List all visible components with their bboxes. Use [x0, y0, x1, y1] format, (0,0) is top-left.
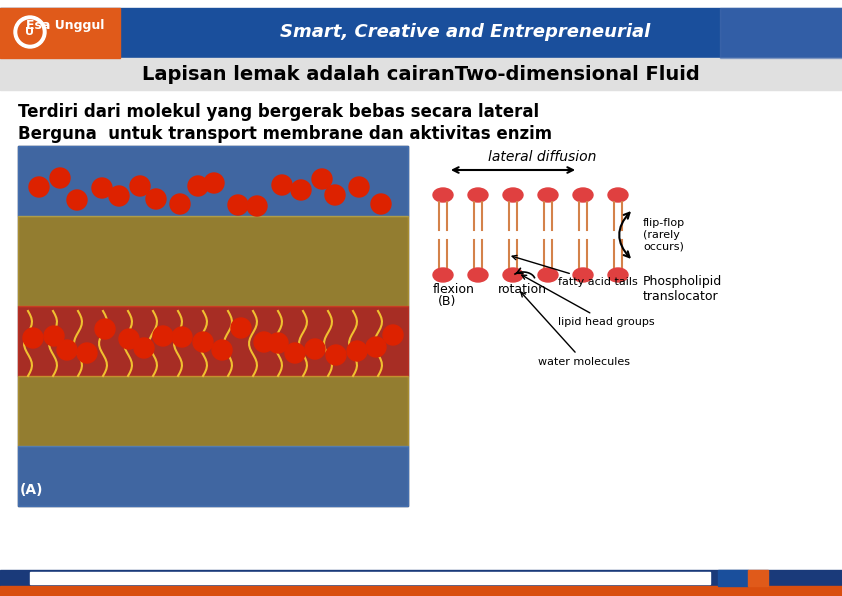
Text: flip-flop
(rarely
occurs): flip-flop (rarely occurs): [643, 218, 685, 252]
Circle shape: [231, 318, 251, 338]
Ellipse shape: [503, 268, 523, 282]
Bar: [18, 146, 408, 506]
Text: Esa Unggul: Esa Unggul: [26, 20, 104, 33]
Circle shape: [188, 176, 208, 196]
Circle shape: [29, 177, 49, 197]
Ellipse shape: [538, 188, 558, 202]
Bar: [720, 8, 842, 58]
Circle shape: [92, 178, 112, 198]
Text: rotation: rotation: [498, 283, 547, 296]
Text: Terdiri dari molekul yang bergerak bebas secara lateral: Terdiri dari molekul yang bergerak bebas…: [18, 103, 539, 121]
Bar: [0, 8, 120, 58]
Circle shape: [325, 185, 345, 205]
Bar: [30, 572, 710, 584]
Bar: [0, 570, 842, 586]
Circle shape: [291, 180, 311, 200]
Circle shape: [371, 194, 391, 214]
Circle shape: [268, 333, 288, 353]
Circle shape: [383, 325, 403, 345]
Text: (A): (A): [20, 483, 44, 497]
Bar: [18, 376, 408, 446]
Bar: [18, 306, 408, 376]
Circle shape: [57, 340, 77, 360]
Ellipse shape: [608, 188, 628, 202]
Text: Berguna  untuk transport membrane dan aktivitas enzim: Berguna untuk transport membrane dan akt…: [18, 125, 552, 143]
Text: U: U: [25, 27, 35, 37]
Circle shape: [272, 175, 292, 195]
Ellipse shape: [468, 268, 488, 282]
Ellipse shape: [503, 188, 523, 202]
Circle shape: [130, 176, 150, 196]
Text: Smart, Creative and Entrepreneurial: Smart, Creative and Entrepreneurial: [280, 23, 650, 41]
Circle shape: [204, 173, 224, 193]
Ellipse shape: [433, 188, 453, 202]
Circle shape: [134, 338, 154, 358]
Circle shape: [44, 326, 64, 346]
Text: water molecules: water molecules: [521, 292, 630, 367]
Circle shape: [285, 343, 305, 363]
Text: Lapisan lemak adalah cairanTwo-dimensional Fluid: Lapisan lemak adalah cairanTwo-dimension…: [142, 64, 700, 83]
Circle shape: [119, 329, 139, 349]
Circle shape: [170, 194, 190, 214]
Circle shape: [247, 196, 267, 216]
Ellipse shape: [433, 268, 453, 282]
Circle shape: [254, 332, 274, 352]
Bar: [18, 216, 408, 306]
Ellipse shape: [573, 268, 593, 282]
Text: fatty acid tails: fatty acid tails: [512, 256, 637, 287]
Circle shape: [18, 20, 42, 44]
Circle shape: [366, 337, 386, 357]
Bar: [0, 58, 842, 90]
Text: Phospholipid
translocator: Phospholipid translocator: [643, 275, 722, 303]
Ellipse shape: [468, 188, 488, 202]
Circle shape: [172, 327, 192, 347]
Circle shape: [146, 189, 166, 209]
Ellipse shape: [573, 188, 593, 202]
Circle shape: [95, 319, 115, 339]
Bar: [18, 146, 408, 216]
Text: flexion: flexion: [433, 283, 475, 296]
Circle shape: [347, 341, 367, 361]
Circle shape: [312, 169, 332, 189]
Circle shape: [349, 177, 369, 197]
Circle shape: [67, 190, 87, 210]
Ellipse shape: [538, 268, 558, 282]
Text: lateral diffusion: lateral diffusion: [488, 150, 596, 164]
Circle shape: [109, 186, 129, 206]
Circle shape: [153, 326, 173, 346]
Bar: [718, 570, 748, 586]
Ellipse shape: [608, 268, 628, 282]
Circle shape: [50, 168, 70, 188]
Circle shape: [193, 332, 213, 352]
Bar: [0, 586, 842, 596]
Text: lipid head groups: lipid head groups: [522, 275, 654, 327]
Circle shape: [77, 343, 97, 363]
Bar: [0, 8, 842, 58]
Text: (B): (B): [438, 295, 456, 308]
Bar: [748, 570, 768, 586]
Circle shape: [212, 340, 232, 360]
Circle shape: [23, 328, 43, 348]
Circle shape: [305, 339, 325, 359]
Bar: [0, 0, 842, 8]
Circle shape: [326, 345, 346, 365]
Circle shape: [14, 16, 46, 48]
Bar: [18, 446, 408, 506]
Circle shape: [228, 195, 248, 215]
